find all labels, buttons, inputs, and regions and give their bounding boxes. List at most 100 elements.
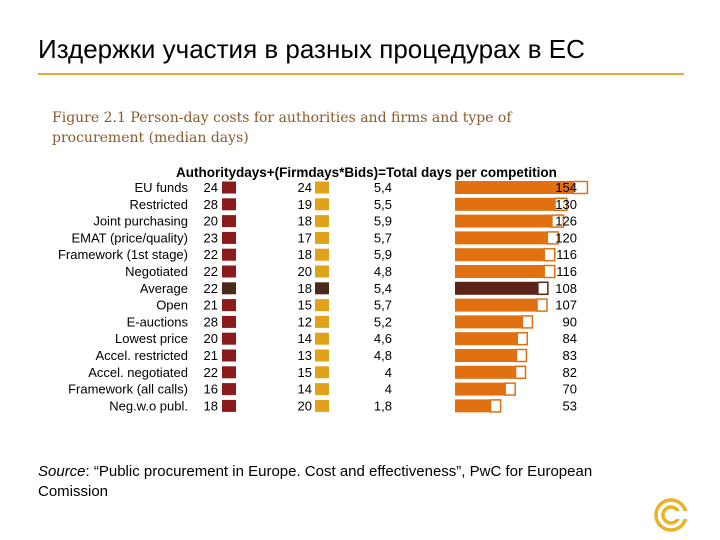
chart-header: Authoritydays+(Firmdays*Bids)=Total days… <box>176 165 557 180</box>
total-bar-end-segment <box>546 231 559 245</box>
authority-days-label: 22 <box>204 365 218 380</box>
category-label: EMAT (price/quality) <box>71 230 188 245</box>
total-bar <box>455 281 538 295</box>
total-days-label: 116 <box>556 247 577 262</box>
category-label: Framework (1st stage) <box>58 247 188 262</box>
firm-days-label: 15 <box>298 298 312 313</box>
total-bar-end-segment <box>537 281 549 296</box>
bids-label: 1,8 <box>374 398 392 413</box>
total-bar <box>455 231 548 245</box>
source-note: Source: “Public procurement in Europe. C… <box>38 462 658 502</box>
figure-caption: Figure 2.1 Person-day costs for authorit… <box>52 108 552 148</box>
firm-days-label: 14 <box>298 382 312 397</box>
firm-square <box>315 349 329 362</box>
authority-square <box>222 265 236 278</box>
authority-square <box>222 248 236 261</box>
category-label: Open <box>156 298 188 313</box>
category-label: Restricted <box>129 197 188 212</box>
authority-square <box>222 332 236 345</box>
slide-title: Издержки участия в разных процедурах в Е… <box>38 34 585 64</box>
firm-square <box>315 231 329 244</box>
figure-caption-line-1: Figure 2.1 Person-day costs for authorit… <box>52 110 512 126</box>
category-label: E-auctions <box>127 314 189 329</box>
total-days-label: 154 <box>555 180 577 195</box>
category-label: Accel. restricted <box>96 348 188 363</box>
bids-label: 5,5 <box>374 197 392 212</box>
authority-days-label: 22 <box>204 264 218 279</box>
firm-days-label: 24 <box>298 180 312 195</box>
firm-square <box>315 198 329 211</box>
authority-square <box>222 198 236 211</box>
total-days-label: 120 <box>555 230 577 245</box>
total-bar <box>455 332 518 346</box>
firm-square <box>315 215 329 228</box>
authority-square <box>222 399 236 412</box>
total-days-label: 90 <box>563 314 577 329</box>
total-bar <box>455 181 574 194</box>
total-bar <box>455 214 552 228</box>
total-bar <box>455 399 491 413</box>
firm-days-label: 13 <box>298 348 312 363</box>
category-label: EU funds <box>135 180 189 195</box>
firm-square <box>315 383 329 396</box>
total-days-label: 53 <box>563 398 577 413</box>
firm-days-label: 12 <box>298 314 312 329</box>
bids-label: 4,8 <box>374 264 392 279</box>
firm-square <box>315 366 329 379</box>
authority-days-label: 18 <box>204 398 218 413</box>
category-label: Neg.w.o publ. <box>109 398 188 413</box>
authority-days-label: 20 <box>204 331 218 346</box>
total-days-label: 84 <box>563 331 577 346</box>
total-bar-end-segment <box>572 180 589 195</box>
total-bar-end-segment <box>536 298 548 312</box>
total-bar-end-segment <box>543 264 556 279</box>
total-days-label: 108 <box>555 281 577 296</box>
total-bar-end-segment <box>489 399 502 413</box>
authority-days-label: 16 <box>204 382 218 397</box>
total-bar <box>455 197 555 211</box>
firm-square <box>315 332 329 345</box>
authority-square <box>222 231 236 244</box>
total-bar-end-segment <box>504 382 516 396</box>
firm-square <box>315 399 329 412</box>
authority-days-label: 22 <box>204 247 218 262</box>
firm-square <box>315 315 329 328</box>
source-label: Source <box>38 463 86 480</box>
firm-square <box>315 248 329 261</box>
firm-days-label: 15 <box>298 365 312 380</box>
title-rule <box>38 73 684 75</box>
logo-icon <box>654 498 689 532</box>
bids-label: 5,2 <box>374 314 392 329</box>
bids-label: 4 <box>385 382 392 397</box>
total-bar <box>455 265 545 278</box>
category-label: Negotiated <box>125 264 188 279</box>
authority-days-label: 24 <box>204 180 218 195</box>
bids-label: 5,4 <box>374 281 392 296</box>
total-days-label: 116 <box>556 264 577 279</box>
authority-days-label: 21 <box>204 348 218 363</box>
total-bar-end-segment <box>543 247 556 262</box>
total-days-label: 126 <box>555 214 577 229</box>
authority-square <box>222 383 236 396</box>
total-days-label: 82 <box>563 365 577 380</box>
bids-label: 5,9 <box>374 214 392 229</box>
total-bar-end-segment <box>516 331 528 346</box>
authority-square <box>222 299 236 312</box>
bids-label: 4,6 <box>374 331 392 346</box>
authority-days-label: 21 <box>204 298 218 313</box>
bids-label: 5,4 <box>374 180 392 195</box>
authority-days-label: 20 <box>204 214 218 229</box>
total-bar <box>455 248 545 262</box>
total-bar <box>455 298 538 312</box>
total-bar <box>455 349 517 362</box>
firm-days-label: 20 <box>298 398 312 413</box>
source-body: : “Public procurement in Europe. Cost an… <box>38 463 593 500</box>
firm-days-label: 19 <box>298 197 312 212</box>
firm-days-label: 20 <box>298 264 312 279</box>
firm-square <box>315 181 329 194</box>
total-bar <box>455 365 516 379</box>
total-bar <box>455 382 506 396</box>
firm-square <box>315 265 329 278</box>
authority-square <box>222 215 236 228</box>
bids-label: 4,8 <box>374 348 392 363</box>
